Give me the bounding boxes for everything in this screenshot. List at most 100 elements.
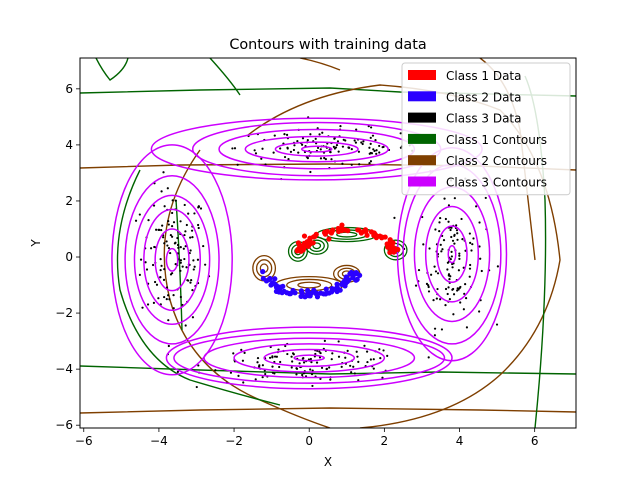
class3-point — [187, 212, 190, 215]
class1-point — [389, 246, 396, 252]
class3-point — [329, 378, 332, 381]
class3-contour — [233, 343, 386, 373]
class3-point — [183, 233, 186, 237]
legend-label: Class 3 Contours — [446, 176, 547, 190]
class3-point — [455, 224, 458, 227]
class3-point — [368, 161, 371, 165]
class3-point — [318, 350, 321, 353]
class3-point — [324, 158, 327, 161]
class3-point — [283, 155, 287, 159]
class3-point — [202, 244, 205, 248]
class3-point — [155, 283, 159, 286]
legend-label: Class 1 Contours — [446, 133, 547, 147]
legend: Class 1 Data Class 2 Data Class 3 Data Clas… — [401, 62, 571, 196]
class3-point — [179, 261, 182, 264]
class3-contour — [218, 128, 416, 170]
class3-point — [177, 246, 180, 249]
class3-point — [356, 355, 359, 358]
class3-point — [439, 298, 442, 301]
class3-point — [362, 140, 365, 143]
class1-point — [326, 236, 332, 242]
class3-point — [375, 149, 378, 152]
class3-point — [167, 319, 170, 322]
class3-point — [357, 360, 360, 364]
legend-box — [401, 62, 571, 196]
class3-point — [166, 244, 169, 247]
class3-point — [464, 283, 467, 286]
class3-point — [295, 367, 298, 370]
class3-point — [373, 149, 376, 153]
class3-point — [197, 364, 200, 367]
class3-point — [471, 243, 474, 246]
class3-point — [319, 157, 323, 160]
class3-point — [458, 254, 461, 257]
class3-point — [461, 238, 464, 241]
class3-point — [462, 308, 465, 311]
class1-point — [355, 227, 361, 233]
class3-point — [309, 170, 312, 174]
class3-point — [335, 143, 339, 147]
class3-point — [172, 294, 175, 297]
legend-swatch — [408, 155, 436, 166]
class3-point — [469, 263, 472, 267]
class3-point — [319, 148, 322, 151]
class3-point — [195, 385, 198, 389]
class3-point — [337, 150, 340, 153]
class3-point — [293, 144, 296, 147]
class3-point — [152, 204, 156, 207]
decision-contour — [175, 199, 183, 331]
class3-point — [447, 273, 451, 276]
class3-point — [301, 137, 305, 140]
class3-point — [427, 285, 430, 289]
class3-point — [153, 280, 157, 284]
class3-point — [337, 355, 341, 358]
class3-point — [256, 356, 260, 360]
class3-point — [169, 233, 172, 237]
class2-point — [311, 287, 317, 293]
class3-contour — [447, 245, 457, 264]
decision-contour — [80, 365, 576, 375]
class3-point — [171, 272, 174, 275]
class3-point — [289, 150, 293, 153]
class3-point — [399, 132, 402, 135]
class3-point — [331, 352, 334, 355]
class3-point — [458, 252, 461, 255]
class2-point — [323, 286, 329, 292]
class3-point — [450, 235, 453, 239]
class3-point — [434, 228, 437, 231]
class3-point — [441, 248, 444, 251]
class3-point — [204, 263, 207, 266]
class3-point — [159, 258, 162, 261]
y-tick-label: 6 — [65, 82, 73, 96]
class3-point — [277, 348, 280, 351]
class3-point — [475, 205, 478, 208]
class1-point — [384, 241, 390, 247]
class3-point — [314, 137, 317, 140]
class3-point — [279, 360, 282, 364]
class3-point — [464, 297, 468, 300]
class3-point — [448, 297, 451, 301]
class3-point — [352, 365, 355, 368]
class3-point — [191, 289, 194, 292]
class3-point — [176, 236, 179, 240]
class3-point — [438, 229, 441, 233]
class3-point — [159, 269, 162, 272]
class3-contour — [133, 194, 211, 326]
class3-point — [443, 197, 446, 200]
class3-point — [169, 251, 172, 255]
class3-contour — [244, 135, 389, 163]
class3-point — [463, 292, 466, 295]
class3-point — [170, 225, 174, 228]
class3-point — [470, 249, 473, 252]
class3-point — [193, 265, 196, 268]
class3-contour — [165, 326, 453, 390]
decision-contour — [299, 58, 341, 71]
class3-point — [264, 163, 267, 166]
class3-point — [440, 250, 443, 253]
class3-point — [179, 246, 182, 249]
class3-point — [353, 372, 356, 375]
class3-point — [261, 147, 264, 150]
class3-point — [214, 369, 217, 372]
class3-point — [479, 257, 482, 260]
